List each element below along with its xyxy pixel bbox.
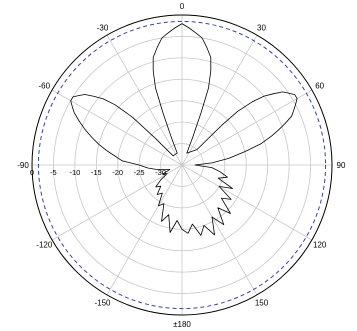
- angle-tick-label: -150: [94, 299, 111, 308]
- angle-tick-label: 150: [255, 299, 269, 308]
- angle-tick-label: -60: [39, 82, 51, 91]
- radial-tick-label: -10: [69, 168, 80, 177]
- angle-tick-label: 90: [337, 161, 346, 170]
- spoke-line: [51, 164, 183, 241]
- spoke-line: [51, 89, 183, 166]
- angle-tick-label: -30: [97, 23, 109, 32]
- grid-ring: [53, 36, 311, 294]
- spoke-line: [181, 89, 313, 166]
- angle-tick-label: ±180: [173, 320, 191, 329]
- angle-tick-label: 30: [257, 23, 266, 32]
- polar-grid: [31, 14, 333, 316]
- angle-tick-label: 0: [180, 2, 185, 11]
- angle-tick-label: -120: [36, 241, 53, 250]
- radial-tick-label: -5: [50, 168, 57, 177]
- angle-tick-label: -90: [17, 161, 29, 170]
- radial-tick-label: -30: [155, 168, 166, 177]
- spoke-line: [106, 164, 183, 296]
- angle-tick-label: 120: [313, 241, 327, 250]
- radial-tick-label: -20: [112, 168, 123, 177]
- spoke-line: [181, 34, 258, 166]
- spoke-line: [106, 34, 183, 166]
- outer-ring: [31, 14, 333, 316]
- series-line-0: [70, 23, 298, 236]
- axis-labels: 0 30 60 90 120 150 ±180 -150 -120 -90 -60 -30 0 -5 -10…: [17, 2, 346, 329]
- radial-tick-label: -15: [91, 168, 102, 177]
- grid-ring: [74, 57, 290, 273]
- angle-tick-label: 60: [315, 82, 324, 91]
- radial-tick-label: 0: [30, 168, 34, 177]
- reference-ring: [37, 20, 327, 310]
- grid-ring: [95, 78, 269, 252]
- radial-tick-label: -25: [134, 168, 145, 177]
- spoke-line: [181, 164, 313, 241]
- spoke-line: [181, 164, 258, 296]
- grid-ring: [160, 143, 204, 187]
- data-series: [70, 23, 298, 236]
